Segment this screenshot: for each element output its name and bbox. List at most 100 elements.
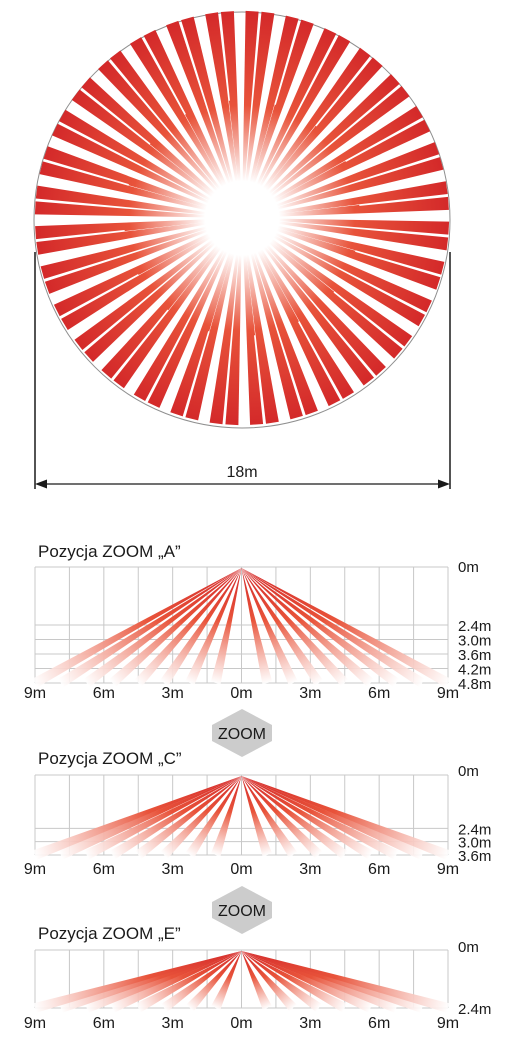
- long-beam: [242, 218, 374, 386]
- diameter-dimension: 18m: [34, 252, 451, 489]
- side-beam: [84, 951, 242, 1013]
- long-beam: [36, 218, 242, 255]
- short-beam: [128, 179, 242, 218]
- side-beam: [33, 776, 242, 860]
- short-beam: [124, 218, 242, 232]
- short-beam: [135, 218, 242, 275]
- depth-label: 3.6m: [458, 848, 491, 865]
- short-beam: [138, 218, 242, 281]
- side-beam: [241, 951, 450, 1013]
- short-beam: [242, 121, 316, 218]
- zoom-arrows: ZOOM ZOOM: [212, 709, 272, 934]
- depth-label: 0m: [458, 559, 479, 576]
- short-beam: [242, 198, 360, 218]
- long-beam: [242, 19, 314, 218]
- short-beam: [209, 218, 242, 333]
- long-beam: [242, 218, 279, 424]
- side-beam: [32, 568, 242, 688]
- short-beam: [149, 139, 242, 218]
- depth-label: 3.0m: [458, 633, 491, 650]
- side-beam: [59, 951, 242, 1013]
- side-beam: [241, 951, 424, 1013]
- side-beam: [109, 568, 242, 687]
- side-beam: [241, 568, 374, 687]
- short-beam: [242, 218, 356, 257]
- zoom-panel: Pozycja ZOOM „A”0m2.4m3.0m3.6m4.2m4.8m9m…: [24, 542, 491, 702]
- long-beam: [205, 12, 242, 218]
- long-beam: [242, 11, 275, 218]
- side-beam: [185, 776, 242, 858]
- side-beam: [241, 568, 451, 688]
- short-beam: [163, 218, 242, 311]
- long-beam: [147, 218, 242, 408]
- long-beam: [98, 60, 242, 218]
- side-beam: [241, 776, 399, 860]
- long-beam: [209, 218, 242, 425]
- short-beam: [242, 218, 335, 297]
- side-beam: [241, 568, 298, 685]
- top-view-pattern: [33, 10, 451, 429]
- short-beam: [222, 100, 242, 218]
- side-beam: [241, 568, 425, 688]
- side-beam: [160, 776, 242, 859]
- short-beam: [242, 218, 339, 292]
- long-beam: [242, 218, 450, 235]
- long-beam: [34, 201, 243, 218]
- distance-label: 9m: [437, 861, 459, 878]
- long-beam: [52, 123, 242, 218]
- distance-label: 0m: [230, 1015, 252, 1032]
- long-beam: [43, 146, 242, 218]
- distance-label: 3m: [299, 685, 321, 702]
- short-beam: [242, 104, 281, 218]
- long-beam: [242, 218, 425, 327]
- short-beam: [228, 100, 242, 218]
- zoom-panel-title: Pozycja ZOOM „C”: [38, 749, 182, 768]
- distance-label: 6m: [368, 861, 390, 878]
- side-beam: [241, 951, 373, 1013]
- distance-label: 3m: [162, 685, 184, 702]
- long-beam: [166, 20, 242, 219]
- side-beam: [84, 776, 242, 860]
- long-beam: [242, 218, 432, 313]
- long-beam: [225, 218, 242, 426]
- side-beam: [241, 568, 324, 686]
- side-beam: [241, 776, 298, 858]
- long-beam: [242, 181, 448, 218]
- long-beam: [170, 218, 242, 417]
- side-beam: [241, 951, 348, 1013]
- side-beam: [135, 951, 242, 1013]
- short-beam: [168, 218, 242, 315]
- side-beam: [109, 776, 242, 860]
- side-beam: [161, 951, 242, 1012]
- long-beam: [242, 10, 259, 219]
- long-beam: [59, 109, 242, 218]
- depth-label: 3.0m: [458, 835, 491, 852]
- zoom-arrow: ZOOM: [212, 709, 272, 757]
- side-beam: [241, 951, 322, 1012]
- side-beam: [241, 568, 349, 687]
- distance-label: 9m: [437, 685, 459, 702]
- zoom-panel-title: Pozycja ZOOM „E”: [38, 924, 181, 943]
- short-beam: [242, 218, 299, 325]
- zoom-arrow-label: ZOOM: [218, 726, 266, 743]
- side-beam: [241, 776, 323, 859]
- double-arrow-icon: [212, 709, 272, 757]
- long-beam: [35, 185, 242, 218]
- depth-label: 3.6m: [458, 647, 491, 664]
- depth-label: 2.4m: [458, 1001, 491, 1018]
- long-beam: [242, 142, 440, 218]
- distance-label: 3m: [162, 1015, 184, 1032]
- side-beam: [134, 568, 242, 687]
- short-beam: [242, 161, 349, 218]
- long-beam: [40, 218, 242, 279]
- dimension-arrow-left: [35, 479, 47, 489]
- side-views: Pozycja ZOOM „A”0m2.4m3.0m3.6m4.2m4.8m9m…: [24, 542, 491, 1032]
- long-beam: [242, 218, 318, 416]
- short-beam: [124, 218, 242, 238]
- short-beam: [203, 218, 242, 332]
- depth-label: 4.2m: [458, 662, 491, 679]
- short-beam: [242, 125, 321, 218]
